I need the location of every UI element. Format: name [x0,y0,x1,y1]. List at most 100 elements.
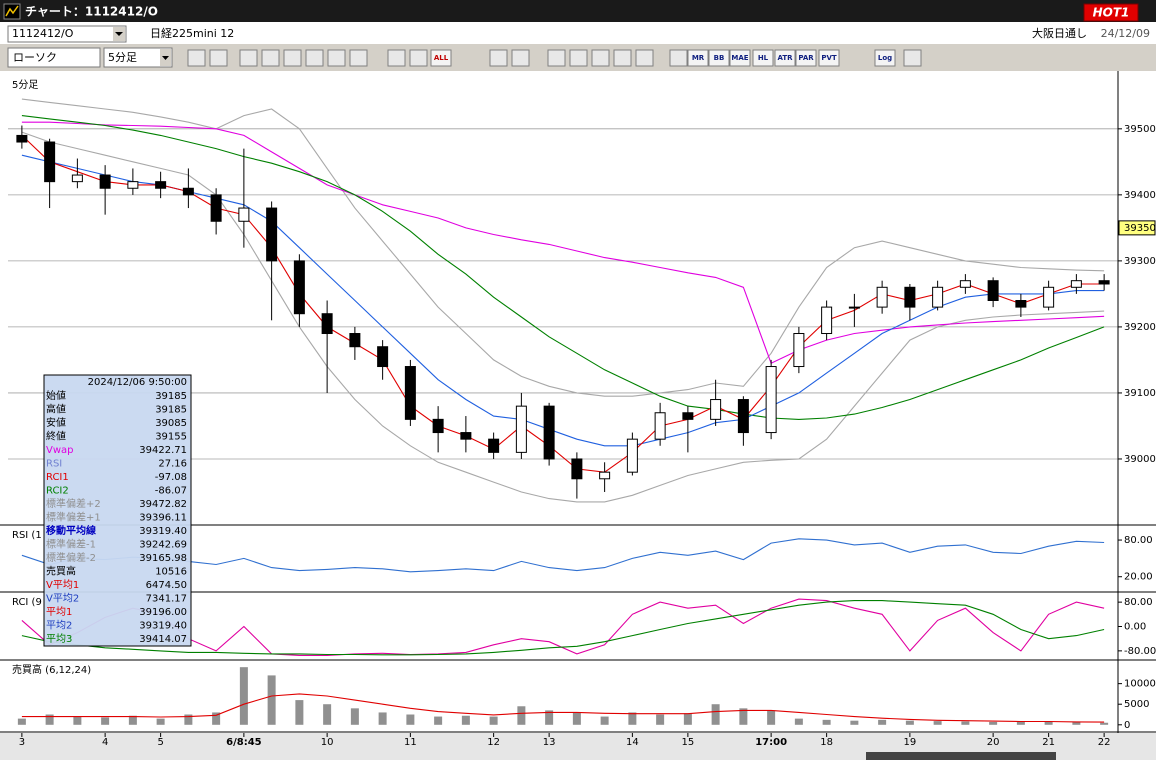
interval-text[interactable]: 5分足 [108,51,137,64]
toolbar-button-label[interactable]: ATR [777,54,793,62]
toolbar-button-label[interactable]: MAE [731,54,748,62]
volume-bar [683,713,692,725]
candle-body [182,187,194,196]
info-value: 39185 [155,391,187,402]
toolbar-icon[interactable] [903,49,922,67]
volume-bar [656,714,665,725]
app-icon-line [5,5,19,17]
toolbar-icon[interactable] [489,49,508,67]
toolbar-button-label[interactable]: PVT [821,54,837,62]
symbol-text[interactable]: 1112412/O [12,27,74,40]
candle-body [599,471,611,480]
toolbar-icon[interactable] [547,49,566,67]
toolbar-icon[interactable] [387,49,406,67]
toolbar-button-label[interactable]: Log [878,54,892,62]
toolbar-icon[interactable] [239,49,258,67]
hot-button-label[interactable]: HOT1 [1093,6,1130,20]
toolbar-button[interactable] [430,49,452,67]
interval-select[interactable] [103,47,173,68]
x-tick-label: 5 [157,737,163,748]
info-label: Vwap [46,445,74,456]
volume-bar [489,716,498,725]
candle-body [543,405,555,460]
volume-bar [822,719,831,725]
toolbar-button-label[interactable]: MR [692,54,705,62]
volume-bar [17,718,26,725]
candle-body [848,306,860,309]
volume-bar [961,721,970,725]
dropdown-arrow [162,56,169,60]
candle-body [987,280,999,301]
toolbar-button-label[interactable]: HL [758,54,769,62]
y-tick-label: 20.00 [1124,572,1153,583]
volume-bar [323,704,332,725]
hot-button[interactable] [1083,3,1139,22]
toolbar-icon[interactable] [591,49,610,67]
window-title: チャート：1112412/O [25,5,158,19]
info-value: 39396.11 [139,513,187,524]
toolbar-button[interactable] [752,49,774,67]
info-value: 10516 [155,567,187,578]
info-datetime: 2024/12/06 9:50:00 [88,377,187,388]
toolbar-icon[interactable] [349,49,368,67]
info-value: -97.08 [155,472,187,483]
volume-bar [267,675,276,725]
volume-bar [1072,722,1081,725]
info-value: 39155 [155,432,187,443]
toolbar-icon[interactable] [511,49,530,67]
info-label: 売買高 [46,565,76,578]
volume-bar [711,704,720,725]
toolbar-button[interactable] [729,49,751,67]
toolbar-button-label[interactable]: PAR [798,54,814,62]
info-value: 27.16 [158,459,187,470]
candle-body [44,141,56,183]
toolbar-icon[interactable] [669,49,688,67]
volume-bar [572,712,581,725]
indicator-line [21,598,1105,656]
toolbar-button[interactable] [774,49,796,67]
candle-body [488,438,500,453]
toolbar-button[interactable] [687,49,709,67]
y-tick-label: 39000 [1124,454,1156,465]
toolbar-button[interactable] [874,49,896,67]
toolbar-icon[interactable] [409,49,428,67]
toolbar-icon[interactable] [261,49,280,67]
toolbar-icon[interactable] [187,49,206,67]
info-value: 39185 [155,405,187,416]
candle-body [321,313,333,335]
x-tick-label: 4 [102,737,108,748]
y-tick-label: 39400 [1124,190,1156,201]
toolbar-button-label[interactable]: BB [714,54,725,62]
volume-bar [184,714,193,725]
toolbar-button[interactable] [708,49,730,67]
indicator-line [21,121,1105,364]
candle-body [210,194,222,222]
volume-bar [461,715,470,725]
volume-bar [878,719,887,725]
info-value: 39472.82 [139,499,187,510]
toolbar-icon[interactable] [327,49,346,67]
y-tick-label: 0 [1124,720,1130,731]
x-tick-label: 12 [487,737,500,748]
toolbar-button-label[interactable]: ALL [434,54,449,62]
toolbar-icon[interactable] [209,49,228,67]
chart-type-select[interactable] [7,47,101,68]
candle-body [377,346,389,368]
info-label: 高値 [46,403,66,416]
toolbar-button[interactable] [818,49,840,67]
info-value: 39414.07 [139,634,187,645]
info-value: -86.07 [155,486,187,497]
info-label: 平均1 [46,606,72,618]
symbol-input[interactable] [7,25,127,43]
toolbar-icon[interactable] [283,49,302,67]
chart-type-text[interactable]: ローソク [13,51,57,64]
market-date: 24/12/09 [1101,27,1150,40]
candle-body [515,405,527,453]
candle-body [904,286,916,308]
toolbar-button[interactable] [795,49,817,67]
toolbar-icon[interactable] [613,49,632,67]
toolbar-icon[interactable] [569,49,588,67]
scroll-thumb[interactable] [866,752,1056,760]
toolbar-icon[interactable] [305,49,324,67]
toolbar-icon[interactable] [635,49,654,67]
